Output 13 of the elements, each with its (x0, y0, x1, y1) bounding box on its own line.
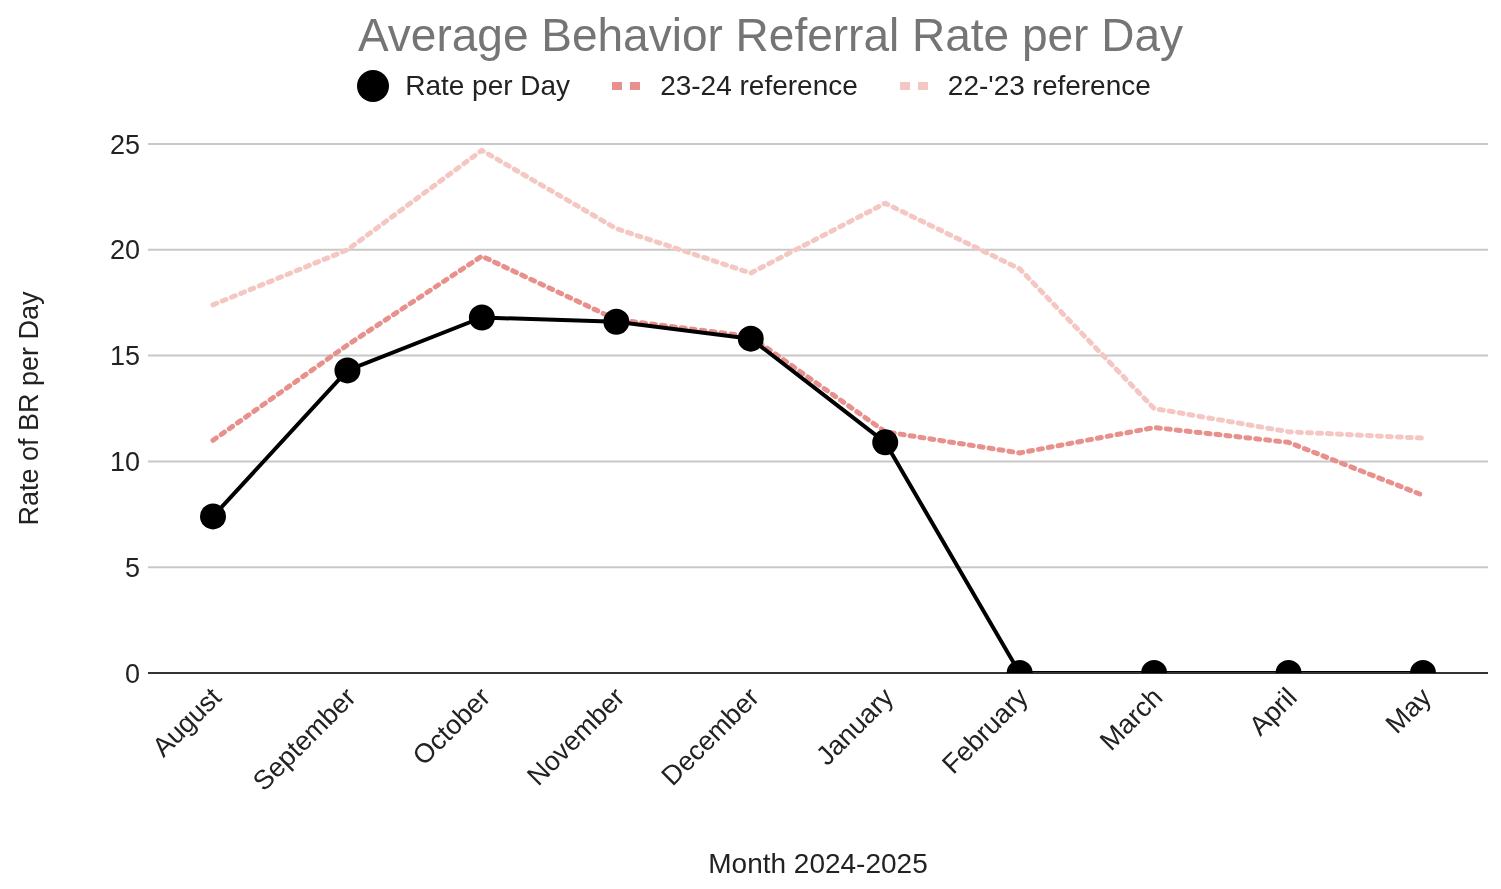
y-tick-label: 20 (109, 235, 140, 266)
chart-title: Average Behavior Referral Rate per Day (357, 8, 1184, 63)
x-axis-title: Month 2024-2025 (708, 848, 928, 879)
y-tick-label: 5 (124, 552, 140, 583)
legend-label: 23-24 reference (660, 70, 858, 102)
y-axis-title: Rate of BR per Day (13, 290, 44, 526)
y-tick-label: 25 (109, 129, 140, 160)
x-tick-label: May (1379, 681, 1438, 740)
legend-label: Rate per Day (405, 70, 571, 102)
y-tick-label: 10 (109, 446, 140, 477)
y-tick-label: 0 (124, 658, 140, 689)
legend-label: 22-'23 reference (947, 70, 1151, 102)
y-tick-label: 15 (109, 341, 140, 372)
